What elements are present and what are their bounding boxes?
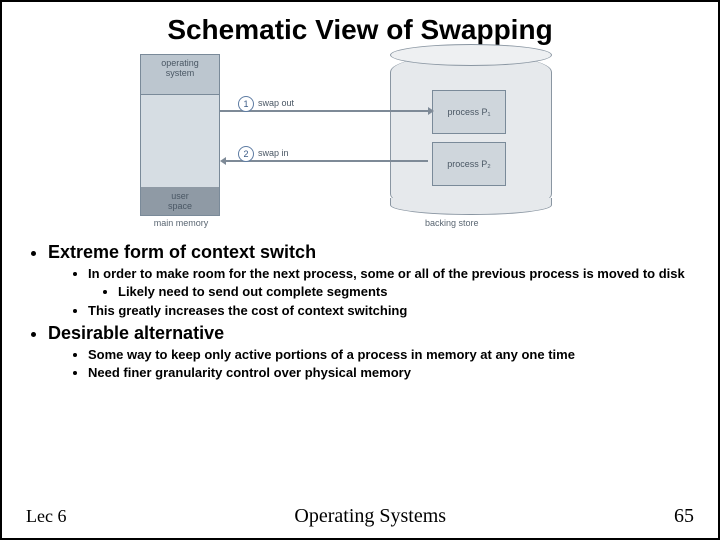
swap-out-badge: 1 <box>238 96 254 112</box>
bullet-content: Extreme form of context switch In order … <box>22 242 698 381</box>
slide-frame: Schematic View of Swapping operating sys… <box>0 0 720 540</box>
slide-footer: Lec 6 Operating Systems 65 <box>2 505 718 528</box>
user-space-region: user space <box>141 187 219 215</box>
bullet-2-text: Desirable alternative <box>48 323 224 343</box>
footer-lecture: Lec 6 <box>26 506 66 527</box>
bullet-1-1-1: Likely need to send out complete segment… <box>118 284 698 300</box>
footer-course: Operating Systems <box>294 505 446 528</box>
bullet-1-2: This greatly increases the cost of conte… <box>88 303 698 319</box>
os-region: operating system <box>141 55 219 95</box>
bullet-2-1: Some way to keep only active portions of… <box>88 347 698 363</box>
swap-in-badge: 2 <box>238 146 254 162</box>
swap-out-arrow <box>220 110 428 112</box>
main-memory-block: operating system user space <box>140 54 220 216</box>
bullet-1-1-text: In order to make room for the next proce… <box>88 266 685 281</box>
main-memory-caption: main memory <box>126 218 236 228</box>
footer-page: 65 <box>674 505 694 528</box>
bullet-1-1: In order to make room for the next proce… <box>88 266 698 301</box>
bullet-2-2: Need finer granularity control over phys… <box>88 365 698 381</box>
bullet-1-text: Extreme form of context switch <box>48 242 316 262</box>
slide-title: Schematic View of Swapping <box>22 14 698 46</box>
swapping-diagram: operating system user space main memory … <box>130 54 590 234</box>
process-p2-box: process P₂ <box>432 142 506 186</box>
swap-out-label: swap out <box>258 98 294 108</box>
bullet-2: Desirable alternative Some way to keep o… <box>48 323 698 382</box>
backing-store-caption: backing store <box>425 218 479 228</box>
swap-in-label: swap in <box>258 148 289 158</box>
process-p1-box: process P₁ <box>432 90 506 134</box>
swap-in-arrow <box>226 160 428 162</box>
bullet-1: Extreme form of context switch In order … <box>48 242 698 319</box>
